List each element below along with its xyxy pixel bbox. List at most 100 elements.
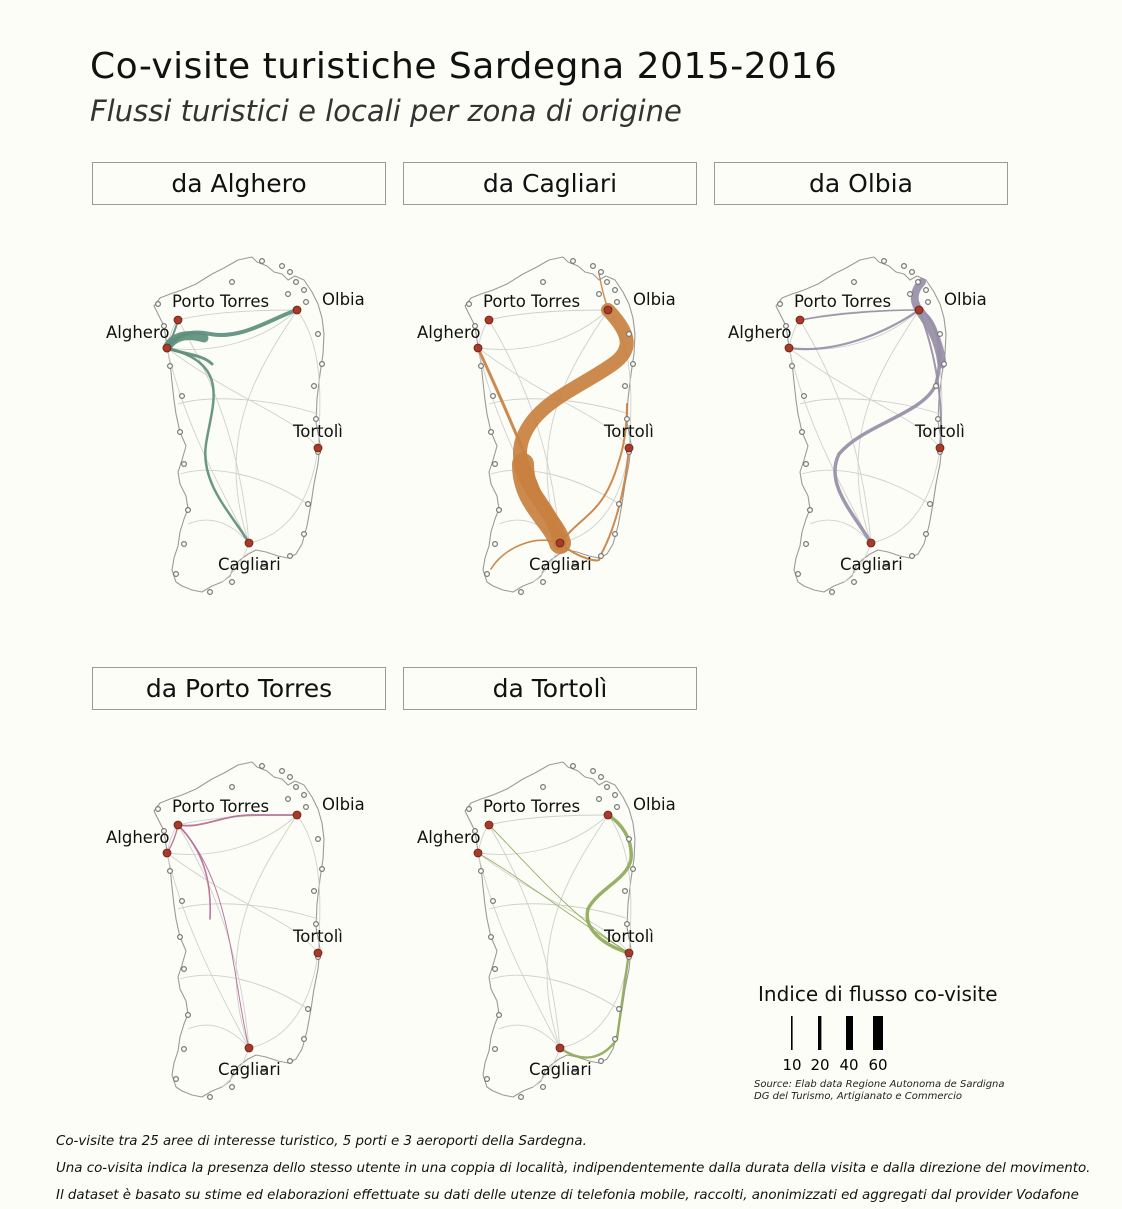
base-route (488, 903, 630, 920)
location-marker (616, 501, 623, 508)
location-marker (495, 507, 502, 514)
location-marker (489, 393, 496, 400)
location-marker (311, 888, 318, 895)
base-route (488, 814, 609, 826)
location-marker (596, 290, 603, 297)
location-marker (598, 1058, 605, 1065)
city-label-porto_torres: Porto Torres (794, 292, 891, 311)
city-label-porto_torres: Porto Torres (483, 797, 580, 816)
panel-header: da Tortolì (403, 667, 697, 710)
city-marker-cagliari (555, 538, 565, 548)
base-route (488, 309, 609, 321)
base-route (498, 1024, 561, 1049)
city-label-olbia: Olbia (322, 795, 365, 814)
coastline (775, 256, 947, 593)
flow-route (558, 951, 631, 1059)
location-marker (178, 898, 185, 905)
city-marker-alghero (473, 848, 483, 858)
location-marker (301, 1036, 308, 1043)
location-marker (477, 363, 484, 370)
location-marker (622, 888, 629, 895)
footnote-2: Una co-visita indica la presenza dello s… (56, 1161, 1091, 1176)
location-marker (206, 589, 213, 596)
panel-header: da Alghero (92, 162, 386, 205)
base-route (477, 814, 609, 855)
location-marker (802, 461, 809, 468)
city-marker-alghero (784, 343, 794, 353)
panel-da-cagliari: da Cagliari Porto Torres Olbia Alghero Tort… (403, 162, 699, 622)
flow-route (165, 308, 299, 350)
location-marker (301, 531, 308, 538)
location-marker (572, 561, 579, 568)
location-marker (279, 767, 286, 774)
city-marker-porto_torres (484, 820, 494, 830)
panel-header: da Porto Torres (92, 667, 386, 710)
location-marker (933, 383, 940, 390)
location-marker (794, 571, 801, 578)
location-marker (517, 589, 524, 596)
base-routes (166, 814, 321, 1088)
city-label-cagliari: Cagliari (840, 555, 903, 574)
base-route (799, 398, 941, 415)
flow-route (585, 813, 633, 955)
main-locations: Porto Torres Olbia Alghero Tortolì Cagliari (106, 795, 365, 1079)
flow-route (476, 346, 562, 545)
location-marker (315, 835, 322, 842)
location-marker (229, 278, 236, 285)
location-marker (303, 803, 310, 810)
location-marker (598, 553, 605, 560)
city-label-cagliari: Cagliari (529, 1060, 592, 1079)
location-marker (622, 383, 629, 390)
location-marker (471, 322, 478, 329)
base-route (788, 309, 920, 350)
base-route (477, 347, 630, 449)
location-marker (937, 330, 944, 337)
source-note: Source: Elab data Regione Autonoma de Sa… (754, 1079, 1005, 1103)
location-marker (624, 416, 631, 423)
city-label-alghero: Alghero (106, 828, 169, 847)
location-marker (311, 383, 318, 390)
base-route (296, 814, 321, 954)
location-marker (941, 361, 948, 368)
city-label-tortoli: Tortolì (603, 927, 654, 946)
flow-route (490, 539, 561, 570)
base-route (799, 309, 920, 321)
coastline (464, 256, 636, 593)
base-route (166, 852, 250, 1049)
location-marker (915, 278, 922, 285)
city-marker-porto_torres (173, 820, 183, 830)
base-route (532, 1047, 561, 1088)
city-marker-alghero (473, 343, 483, 353)
location-marker (285, 290, 292, 297)
flow-route (559, 403, 628, 544)
city-label-olbia: Olbia (633, 795, 676, 814)
city-label-porto_torres: Porto Torres (172, 292, 269, 311)
base-route (857, 309, 920, 544)
location-marker (166, 363, 173, 370)
base-route (296, 309, 321, 449)
location-marker (901, 262, 908, 269)
minor-locations (154, 762, 326, 1101)
base-route (187, 1024, 250, 1049)
main-locations: Porto Torres Olbia Alghero Tortolì Cagliari (106, 290, 365, 574)
city-marker-alghero (162, 848, 172, 858)
location-marker (160, 322, 167, 329)
location-marker (287, 268, 294, 275)
location-marker (259, 762, 266, 769)
base-route (490, 469, 620, 505)
legend-bar-60 (873, 1016, 883, 1050)
base-routes (788, 309, 943, 583)
panel-da-olbia: da Olbia Porto Torres Olbia Alghero Tortolì… (714, 162, 1010, 622)
base-route (177, 319, 250, 544)
location-marker (180, 541, 187, 548)
legend-label-10: 10 (782, 1056, 801, 1074)
city-marker-olbia (603, 305, 613, 315)
location-marker (612, 1036, 619, 1043)
base-route (607, 814, 632, 954)
location-marker (612, 286, 619, 293)
source-line-1: Source: Elab data Regione Autonoma de Sa… (754, 1079, 1005, 1090)
location-marker (909, 553, 916, 560)
page-subtitle: Flussi turistici e locali per zona di or… (90, 94, 682, 128)
location-marker (180, 1046, 187, 1053)
location-marker (806, 507, 813, 514)
